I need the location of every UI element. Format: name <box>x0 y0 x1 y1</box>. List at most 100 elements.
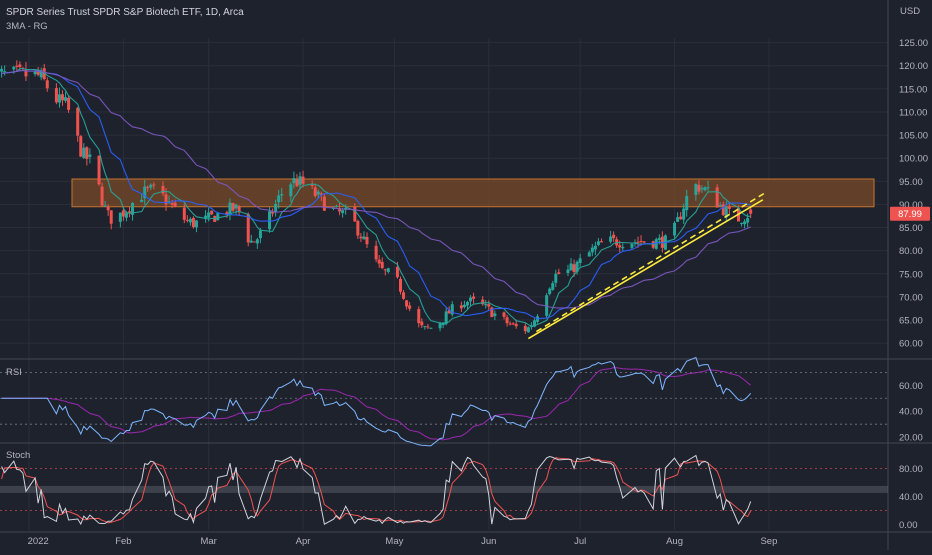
date-tick-5: Jun <box>481 536 496 547</box>
candle-body-21 <box>79 136 83 157</box>
candle-body-107 <box>444 311 448 324</box>
candle-body-41 <box>164 194 168 205</box>
candle-body-125 <box>523 325 527 332</box>
candle-body-87 <box>359 236 363 239</box>
candle-body-100 <box>417 309 421 324</box>
date-tick-1: Feb <box>115 536 131 547</box>
candle-body-104 <box>429 327 433 329</box>
candle-body-126 <box>526 327 530 333</box>
candle-body-92 <box>380 261 384 269</box>
candle-body-138 <box>575 261 579 272</box>
candle-body-163 <box>682 208 686 220</box>
date-tick-4: May <box>385 536 403 547</box>
candle-body-49 <box>194 220 198 228</box>
candle-body-164 <box>685 195 689 211</box>
trendline-dashed <box>535 191 768 333</box>
candle-body-74 <box>301 176 305 184</box>
candle-body-105 <box>438 322 442 329</box>
price-tick-5: 85.00 <box>899 223 923 234</box>
last-price-label: 87.99 <box>898 209 922 220</box>
candle-body-167 <box>700 188 704 190</box>
rsi-tick-0: 20.00 <box>899 433 923 444</box>
stoch-tick-2: 80.00 <box>899 464 923 475</box>
candle-body-34 <box>131 202 135 215</box>
candle-body-168 <box>703 187 707 191</box>
candle-body-88 <box>362 236 366 240</box>
candle-body-131 <box>548 288 552 294</box>
candle-body-72 <box>295 179 299 187</box>
candle-body-122 <box>508 323 512 325</box>
candle-body-69 <box>280 194 284 196</box>
candle-body-111 <box>462 304 466 308</box>
candle-body-179 <box>749 209 753 214</box>
candle-body-44 <box>173 202 177 207</box>
candle-body-36 <box>143 186 147 199</box>
rsi-tick-2: 60.00 <box>899 381 923 392</box>
stoch-band <box>0 485 888 493</box>
candle-body-102 <box>423 326 427 328</box>
candle-body-29 <box>109 210 113 224</box>
candle-body-94 <box>386 268 390 273</box>
candle-body-60 <box>246 214 250 243</box>
candle-body-99 <box>408 305 412 309</box>
candle-body-165 <box>694 184 698 195</box>
stoch-tick-0: 0.00 <box>899 520 918 531</box>
candle-body-32 <box>124 212 128 218</box>
candle-body-71 <box>292 178 296 184</box>
candle-body-103 <box>426 326 430 328</box>
candle-body-15 <box>54 88 58 103</box>
candle-body-144 <box>599 241 603 243</box>
candle-body-33 <box>127 211 131 213</box>
candle-body-76 <box>313 187 317 197</box>
candle-body-11 <box>36 70 40 75</box>
candle-body-45 <box>182 207 186 220</box>
candle-body-81 <box>335 205 339 208</box>
candle-body-161 <box>676 217 680 222</box>
date-tick-6: Jul <box>574 536 586 547</box>
candle-body-173 <box>724 207 728 218</box>
price-tick-4: 80.00 <box>899 246 923 257</box>
candle-body-54 <box>216 213 220 220</box>
candle-body-143 <box>596 241 600 246</box>
candle-body-177 <box>743 221 747 225</box>
stoch-d-line <box>1 457 752 524</box>
candle-body-27 <box>103 205 107 207</box>
candle-body-19 <box>67 97 71 110</box>
candle-body-13 <box>42 68 46 80</box>
trendlines <box>527 191 768 340</box>
price-tick-0: 60.00 <box>899 339 923 350</box>
candle-body-70 <box>289 184 293 197</box>
candle-body-170 <box>715 187 719 208</box>
moving-averages <box>1 67 751 327</box>
date-tick-0: 2022 <box>28 536 49 547</box>
candle-body-56 <box>228 202 232 216</box>
candle-body-22 <box>82 147 86 158</box>
candle-body-39 <box>152 184 156 186</box>
candle-body-154 <box>642 241 646 243</box>
price-tick-6: 90.00 <box>899 200 923 211</box>
candle-body-23 <box>85 147 89 159</box>
candle-body-4 <box>3 71 7 73</box>
candle-body-150 <box>630 243 634 248</box>
candle-body-61 <box>249 240 253 243</box>
candle-body-128 <box>532 320 536 327</box>
candle-body-139 <box>578 258 582 263</box>
candle-body-97 <box>402 292 406 299</box>
stoch-tick-1: 40.00 <box>899 492 923 503</box>
candle-body-156 <box>654 239 658 249</box>
candle-body-77 <box>316 191 320 195</box>
candle-body-108 <box>447 310 451 314</box>
candle-body-152 <box>636 241 640 243</box>
candle-body-12 <box>39 70 43 78</box>
candle-body-133 <box>554 273 558 283</box>
candle-body-82 <box>338 208 342 212</box>
candle-body-67 <box>274 203 278 213</box>
candle-body-31 <box>121 210 125 217</box>
candle-body-7 <box>18 64 22 68</box>
candle-body-63 <box>255 239 259 244</box>
candle-body-38 <box>149 184 153 188</box>
candle-body-162 <box>679 216 683 220</box>
candle-body-83 <box>341 210 345 214</box>
